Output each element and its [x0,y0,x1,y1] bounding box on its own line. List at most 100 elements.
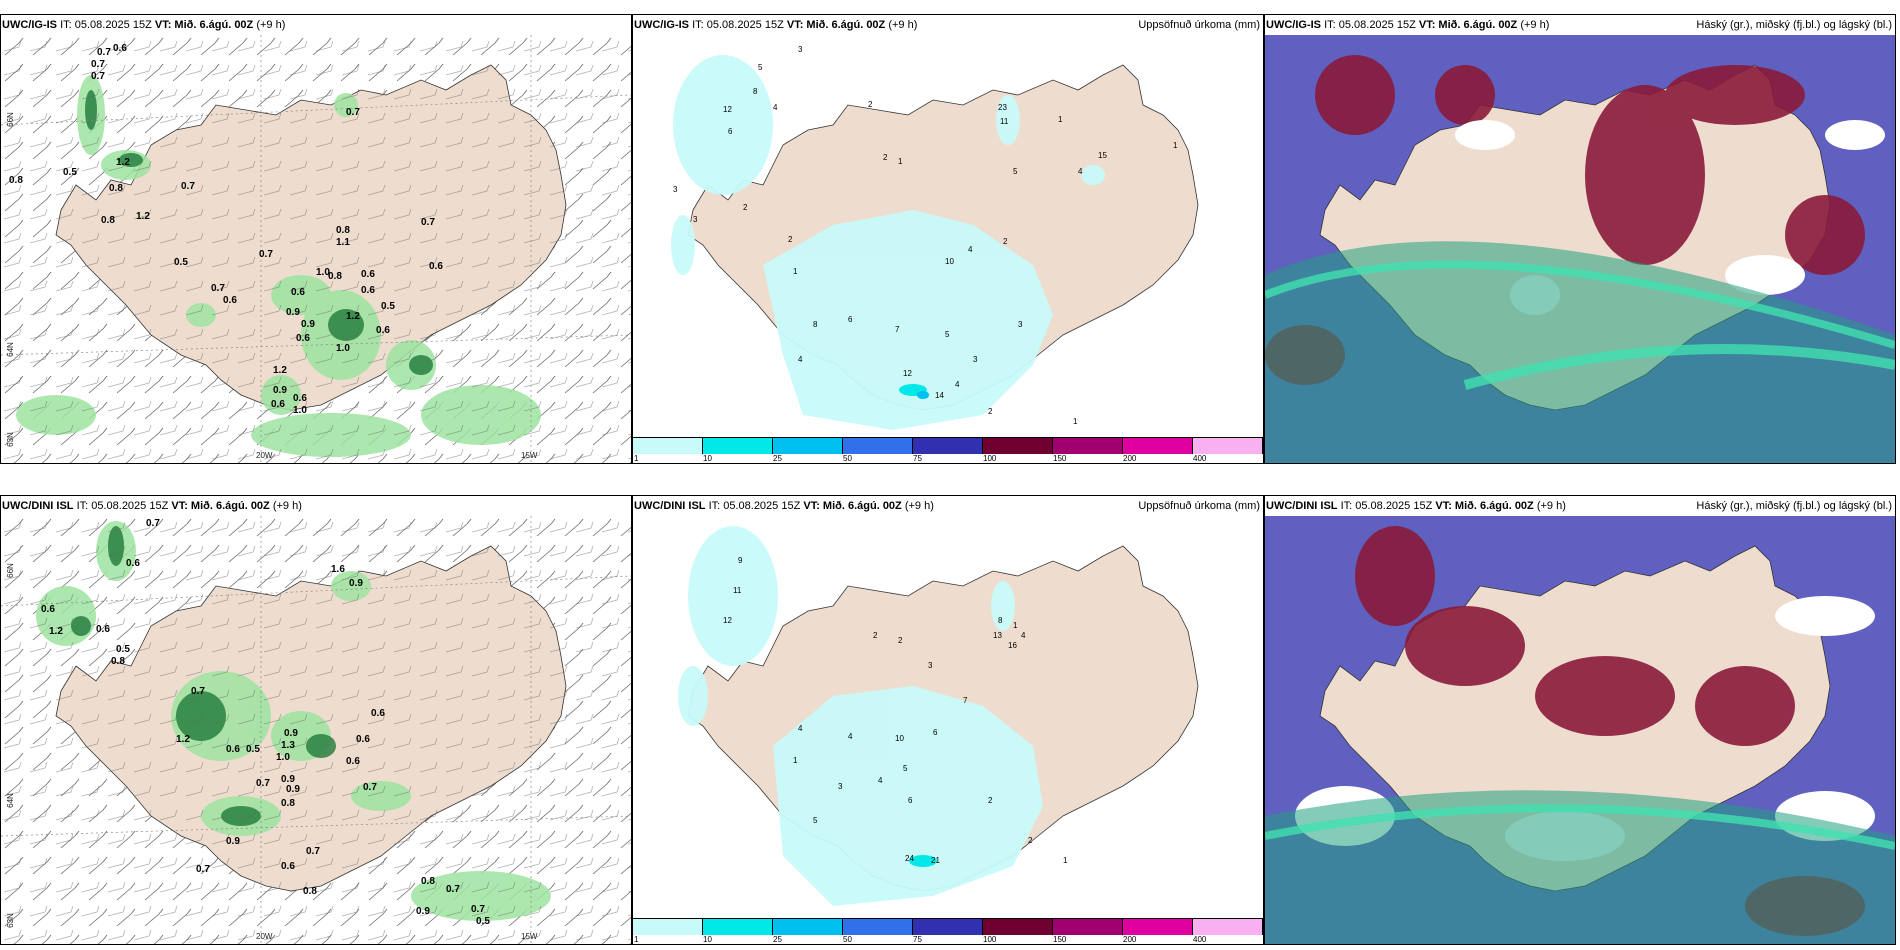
value-label: 3 [693,215,698,224]
value-label: 0.9 [284,728,298,739]
value-label: 1.2 [176,734,190,745]
value-label: 6 [728,127,733,136]
value-label: 5 [1013,167,1018,176]
cloud-panel-top: UWC/IG-IS IT: 05.08.2025 15Z VT: Mið. 6.… [1264,14,1896,464]
value-label: 5 [813,816,818,825]
value-label: 1.2 [346,311,360,322]
value-label: 0.7 [91,71,105,82]
value-label: 0.7 [146,518,160,529]
value-label: 10 [945,257,954,266]
value-label: 0.5 [174,257,188,268]
value-label: 2 [743,203,748,212]
value-labels: 5 3 12 6 8 4 2 3 2 23 11 1 2 1 5 15 1 4 … [633,35,1263,437]
value-label: 7 [895,325,900,334]
value-label: 1.0 [336,343,350,354]
precip-colorbar: 1 10 25 50 75 100 150 200 400 [633,918,1263,944]
lon-label-20: 20W [256,932,273,941]
value-label: 0.7 [256,778,270,789]
value-label: 4 [968,245,973,254]
value-label: 0.6 [361,269,375,280]
value-label: 0.7 [259,249,273,260]
precip-map [671,55,1199,430]
value-label: 12 [723,105,732,114]
colorbar-label: 200 [1123,935,1137,944]
value-label: 0.6 [296,333,310,344]
value-label: 5 [945,330,950,339]
value-label: 0.5 [246,744,260,755]
value-label: 6 [848,315,853,324]
panel-title: UWC/IG-IS IT: 05.08.2025 15Z VT: Mið. 6.… [2,19,286,31]
colorbar-label: 75 [913,454,922,463]
colorbar-label: 150 [1053,935,1067,944]
value-label: 1 [793,267,798,276]
value-label: 0.8 [421,876,435,887]
value-label: 1.0 [276,752,290,763]
value-label: 13 [993,631,1002,640]
value-label: 0.8 [328,271,342,282]
cloud-title: Háský (gr.), miðský (fj.bl.) og lágský (… [1696,500,1892,512]
value-label: 0.5 [63,167,77,178]
wind-panel-bottom: UWC/DINI ISL IT: 05.08.2025 15Z VT: Mið.… [0,495,632,945]
value-label: 2 [1028,836,1033,845]
value-label: 8 [753,87,758,96]
value-label: 0.6 [271,399,285,410]
value-label: 3 [928,661,933,670]
colorbar-label: 25 [773,935,782,944]
value-label: 1 [1058,115,1063,124]
value-label: 5 [758,63,763,72]
precip-title: Uppsöfnuð úrkoma (mm) [1138,500,1260,512]
value-label: 12 [723,616,732,625]
value-label: 0.8 [109,183,123,194]
value-label: 6 [933,728,938,737]
value-label: 0.8 [9,175,23,186]
value-label: 0.6 [291,287,305,298]
colorbar-label: 400 [1193,454,1207,463]
value-label: 0.9 [226,836,240,847]
value-label: 1.0 [316,267,330,278]
value-label: 1 [1063,856,1068,865]
colorbar-label: 1 [634,935,639,944]
precip-map [678,526,1199,906]
value-label: 0.7 [97,47,111,58]
value-label: 7 [963,696,968,705]
value-label: 24 [905,854,914,863]
value-label: 1 [898,157,903,166]
value-labels: 9 11 12 8 4 2 13 16 1 4 2 3 1 4 10 6 7 5… [633,516,1263,918]
value-label: 4 [773,103,778,112]
value-label: 0.7 [211,283,225,294]
value-label: 0.8 [111,656,125,667]
precip-panel-bottom: UWC/DINI ISL IT: 05.08.2025 15Z VT: Mið.… [632,495,1264,945]
cloud-title: Háský (gr.), miðský (fj.bl.) og lágský (… [1696,19,1892,31]
cloud-panel-bottom: UWC/DINI ISL IT: 05.08.2025 15Z VT: Mið.… [1264,495,1896,945]
value-label: 1.2 [116,157,130,168]
colorbar-label: 100 [983,454,997,463]
value-label: 1 [1173,141,1178,150]
value-label: 0.5 [476,916,490,927]
lon-label-15: 15W [521,932,538,941]
wind-map [1,516,631,944]
value-label: 0.6 [113,43,127,54]
value-label: 0.7 [181,181,195,192]
value-label: 0.5 [116,644,130,655]
value-label: 0.9 [281,774,295,785]
value-label: 4 [1078,167,1083,176]
value-label: 10 [895,734,904,743]
value-label: 23 [998,103,1007,112]
value-label: 0.6 [346,756,360,767]
value-label: 0.7 [346,107,360,118]
value-label: 1.2 [273,365,287,376]
panel-title: UWC/IG-IS IT: 05.08.2025 15Z VT: Mið. 6.… [1266,19,1550,31]
value-label: 2 [988,407,993,416]
value-label: 0.6 [429,261,443,272]
value-label: 0.6 [126,558,140,569]
value-label: 2 [883,153,888,162]
colorbar-label: 10 [703,935,712,944]
value-label: 2 [1003,237,1008,246]
value-labels: 0.7 0.6 0.6 1.2 0.6 0.5 0.8 0.7 1.2 0.5 … [1,516,631,944]
value-label: 0.6 [223,295,237,306]
value-label: 1.6 [331,564,345,575]
value-label: 0.9 [301,319,315,330]
value-label: 1 [1013,621,1018,630]
value-label: 0.6 [281,861,295,872]
value-label: 0.8 [336,225,350,236]
